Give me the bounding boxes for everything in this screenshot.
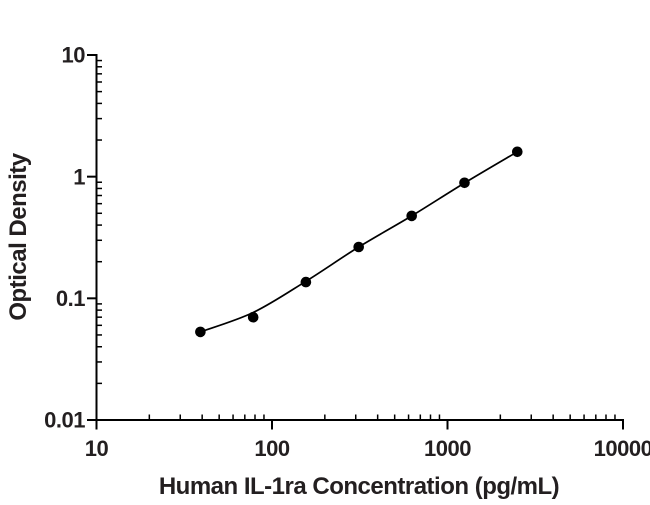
y-tick-label: 10 bbox=[62, 43, 86, 68]
x-tick-label: 1000 bbox=[424, 436, 471, 461]
x-tick-label: 100 bbox=[254, 436, 289, 461]
data-point bbox=[353, 241, 365, 253]
series-layer bbox=[195, 146, 523, 338]
data-point bbox=[512, 146, 523, 158]
axes-layer: 10 100 1000 10000 10 1 0.1 0.01 bbox=[44, 43, 650, 461]
y-tick-label: 0.1 bbox=[56, 286, 85, 311]
data-point bbox=[247, 311, 259, 323]
data-point bbox=[406, 210, 418, 222]
x-tick-label: 10000 bbox=[594, 436, 650, 461]
data-point bbox=[459, 177, 470, 189]
data-point bbox=[195, 326, 206, 338]
y-axis-title: Optical Density bbox=[5, 152, 32, 320]
y-tick-label: 0.01 bbox=[44, 408, 85, 433]
y-tick-label: 1 bbox=[73, 164, 85, 189]
data-point bbox=[300, 276, 312, 288]
x-axis-title: Human IL-1ra Concentration (pg/mL) bbox=[159, 473, 559, 500]
x-tick-label: 10 bbox=[85, 436, 109, 461]
